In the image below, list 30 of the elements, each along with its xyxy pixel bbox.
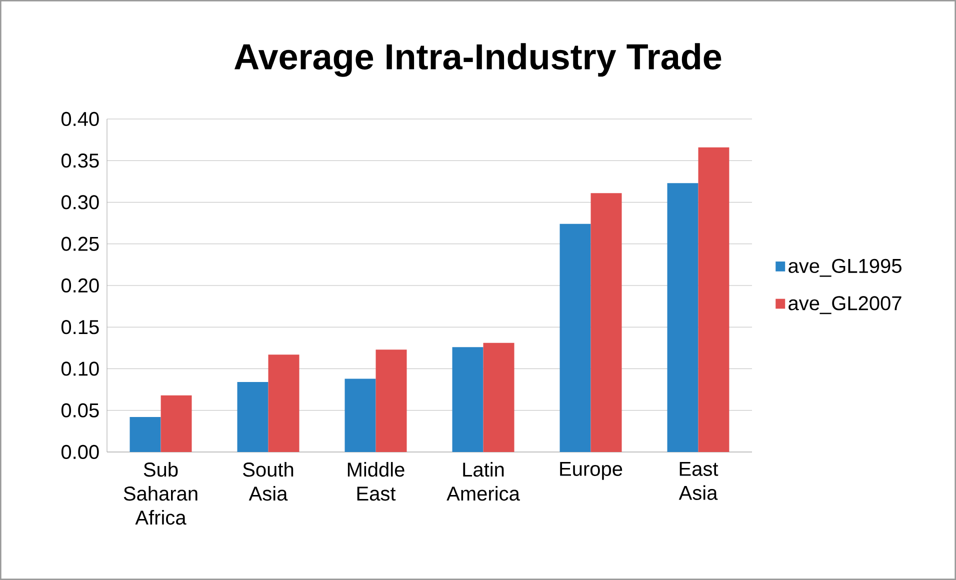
bar — [698, 147, 730, 452]
x-tick-label: Latin America — [446, 462, 520, 501]
y-tick-label: 0.10 — [61, 362, 99, 376]
bar — [268, 354, 300, 452]
bar — [160, 395, 192, 452]
bar — [560, 224, 591, 452]
chart-title: Average Intra-Industry Trade — [234, 43, 722, 77]
y-tick-label: 0.20 — [61, 278, 99, 293]
bar — [667, 183, 698, 452]
bar — [590, 193, 622, 452]
y-tick-label: 0.15 — [61, 320, 99, 334]
y-tick-label: 0.30 — [61, 195, 99, 210]
legend-label: ave_GL2007 — [788, 296, 902, 314]
x-tick-label: Middle East — [348, 462, 404, 501]
x-tick-label: Sub Saharan Africa — [124, 462, 198, 525]
x-tick-label: East Asia — [678, 462, 718, 500]
bar — [344, 378, 376, 452]
bar — [483, 342, 514, 452]
y-tick-label: 0.40 — [61, 112, 99, 126]
bar — [376, 350, 407, 452]
x-tick-label: Europe — [560, 462, 622, 480]
y-tick-label: 0.35 — [61, 154, 99, 168]
y-tick-label: 0.00 — [61, 444, 99, 460]
bar — [130, 417, 161, 452]
y-tick-label: 0.25 — [61, 236, 99, 251]
legend-label: ave_GL1995 — [788, 258, 902, 277]
y-tick-label: 0.05 — [61, 403, 99, 418]
x-tick-label: South Asia — [243, 462, 294, 501]
bar — [452, 347, 484, 452]
bar — [237, 382, 268, 452]
